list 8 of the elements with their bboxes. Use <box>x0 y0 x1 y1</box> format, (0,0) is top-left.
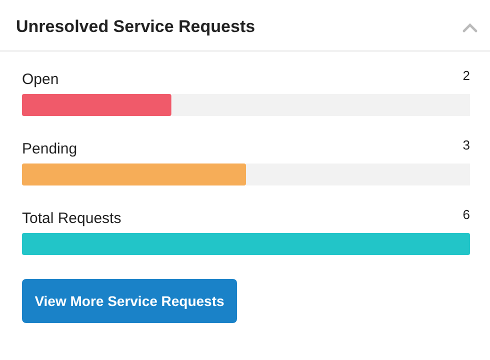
data-label: 6 <box>462 207 470 222</box>
data-label: 3 <box>462 138 470 152</box>
y-tick-label: Pending <box>22 140 78 158</box>
data-label: 2 <box>462 68 470 83</box>
chart-title: Unresolved Service Requests <box>16 17 256 36</box>
y-tick-label: Open <box>22 71 59 88</box>
y-tick-label: Total Requests <box>22 210 122 227</box>
button[interactable]: View More Service Requests <box>22 279 237 323</box>
